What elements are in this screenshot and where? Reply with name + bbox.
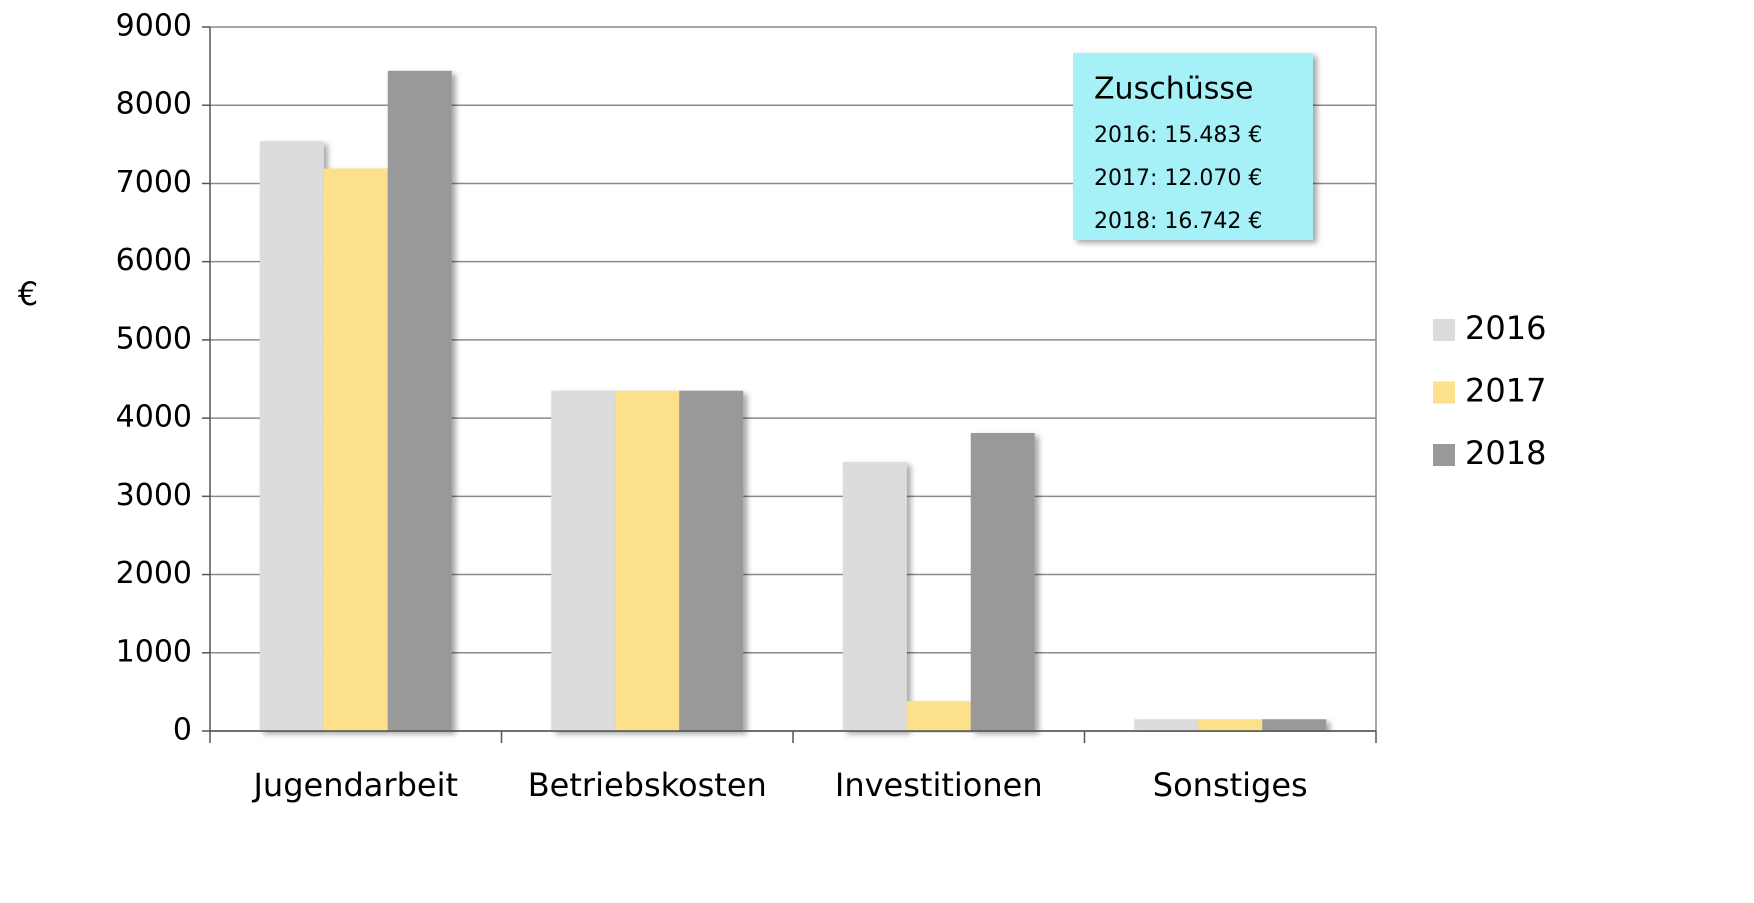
bar	[551, 390, 616, 731]
bar	[1198, 719, 1263, 731]
x-tick-label: Investitionen	[835, 766, 1043, 804]
annotation-line: 2016: 15.483 €	[1094, 123, 1262, 148]
x-tick-label: Jugendarbeit	[251, 766, 458, 804]
y-tick-label: 0	[173, 713, 192, 748]
y-tick-label: 4000	[116, 400, 192, 435]
bar	[387, 70, 452, 731]
y-tick-label: 7000	[116, 165, 192, 200]
bar	[1134, 719, 1199, 731]
y-axis-label: €	[18, 275, 38, 313]
x-tick-label: Sonstiges	[1153, 766, 1308, 804]
legend-swatch	[1433, 444, 1455, 466]
legend-swatch	[1433, 319, 1455, 341]
bar	[842, 461, 907, 731]
y-tick-label: 9000	[116, 9, 192, 44]
bar	[1262, 719, 1327, 731]
x-tick-label: Betriebskosten	[528, 766, 767, 804]
bar	[679, 390, 744, 731]
bar	[906, 701, 971, 731]
y-tick-label: 8000	[116, 87, 192, 122]
legend-label: 2016	[1465, 309, 1546, 347]
bar	[615, 390, 680, 731]
y-tick-label: 6000	[116, 243, 192, 278]
y-tick-label: 3000	[116, 478, 192, 513]
annotation-line: 2017: 12.070 €	[1094, 166, 1262, 191]
bar	[323, 168, 388, 732]
legend-swatch	[1433, 381, 1455, 404]
bar	[970, 432, 1035, 731]
annotation-box	[1073, 53, 1313, 240]
legend-label: 2018	[1465, 434, 1546, 472]
y-tick-label: 2000	[116, 556, 192, 591]
bar	[259, 141, 324, 731]
y-tick-label: 5000	[116, 321, 192, 356]
annotation-line: 2018: 16.742 €	[1094, 209, 1262, 234]
y-tick-label: 1000	[116, 634, 192, 669]
annotation-title: Zuschüsse	[1094, 72, 1253, 107]
legend-label: 2017	[1465, 372, 1546, 410]
